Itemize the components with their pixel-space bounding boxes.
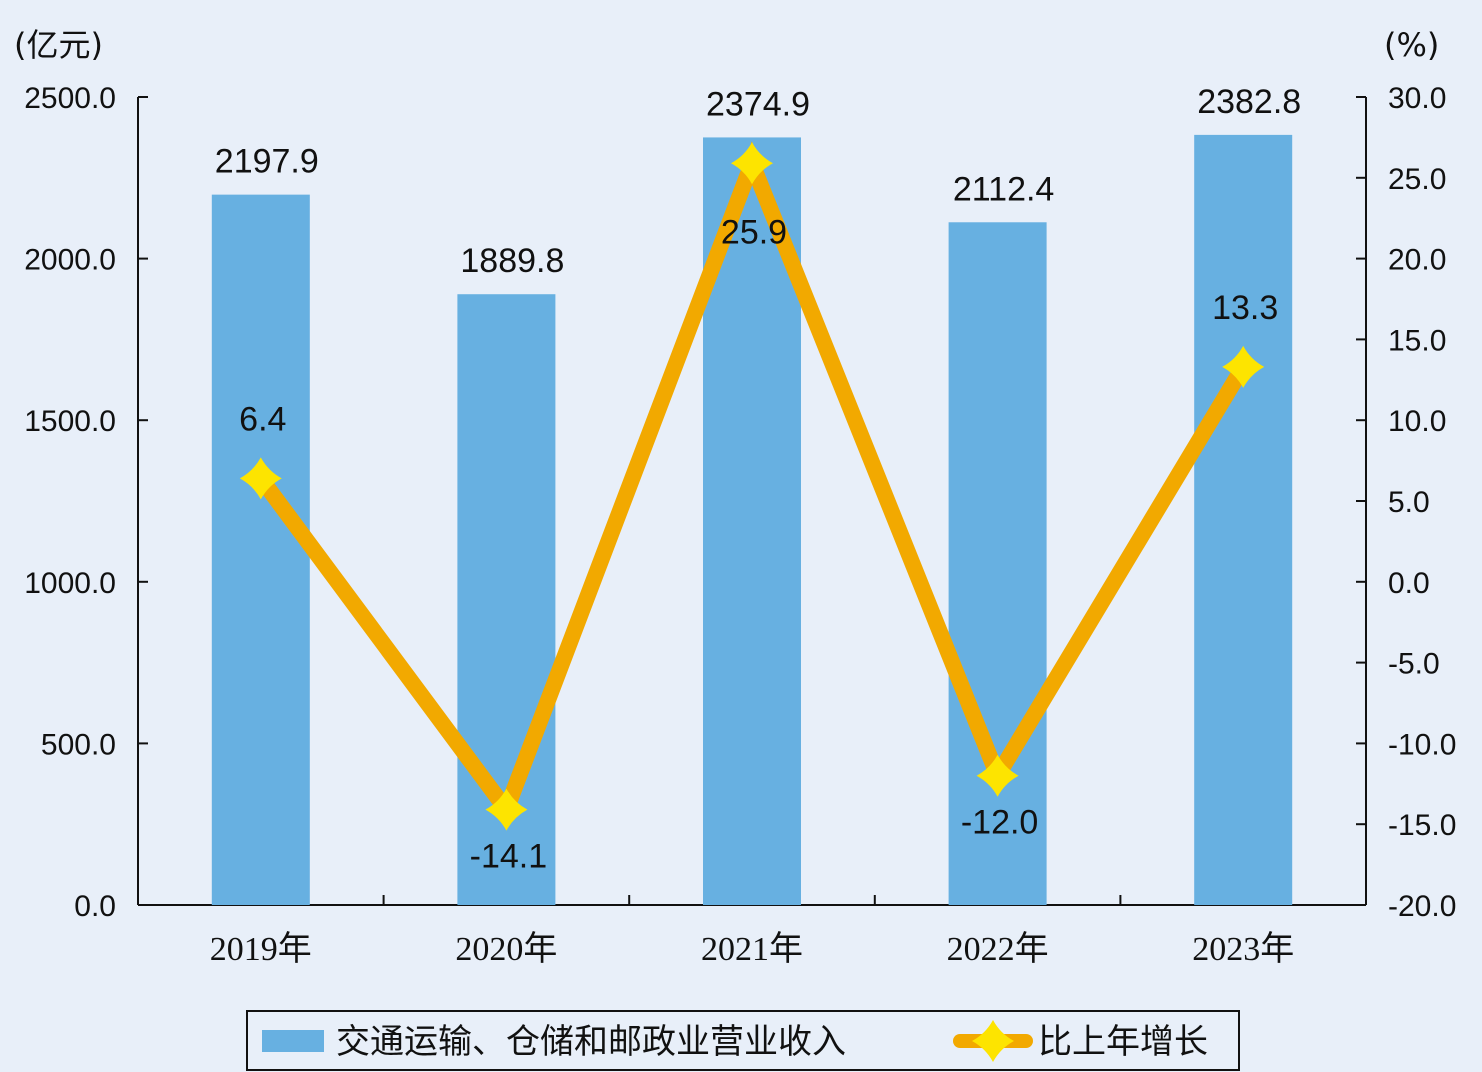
line-marker <box>485 788 528 831</box>
line-value-label: -14.1 <box>470 838 548 876</box>
right-tick-label: 20.0 <box>1388 244 1446 277</box>
legend: 交通运输、仓储和邮政业营业收入 比上年增长 <box>246 1010 1240 1071</box>
legend-swatch-bar <box>262 1030 324 1052</box>
x-tick-label: 2020年 <box>455 930 557 968</box>
bar <box>211 194 310 905</box>
line-value-label: 13.3 <box>1212 289 1278 327</box>
bar-value-label: 2197.9 <box>215 143 319 181</box>
data-labels: 2197.9 1889.8 2374.9 2112.4 2382.8 6.4 -14.1 25… <box>215 83 1301 876</box>
bar-value-label: 2374.9 <box>706 85 810 123</box>
x-tick-label: 2021年 <box>701 930 803 968</box>
right-tick-label: -5.0 <box>1388 648 1440 681</box>
legend-label-line: 比上年增长 <box>1038 1022 1208 1062</box>
line-value-label: 25.9 <box>721 213 787 251</box>
line-marker <box>976 754 1019 797</box>
legend-marker-icon <box>972 1020 1014 1062</box>
x-tick-label: 2023年 <box>1192 930 1294 968</box>
left-tick-label: 2000.0 <box>24 244 116 277</box>
left-tick-label: 0.0 <box>74 890 116 923</box>
right-tick-label: 15.0 <box>1388 324 1446 357</box>
left-tick-label: 500.0 <box>41 728 116 761</box>
left-tick-label: 1000.0 <box>24 567 116 600</box>
bar-value-label: 1889.8 <box>460 242 564 280</box>
right-axis-unit: (%) <box>1384 26 1439 64</box>
bar-value-label: 2112.4 <box>953 170 1054 208</box>
axes: 0.0 500.0 1000.0 1500.0 2000.0 2500.0 -20.0 -15… <box>24 82 1456 968</box>
line-value-label: 6.4 <box>239 400 286 438</box>
line-marker <box>1222 345 1265 388</box>
left-tick-label: 2500.0 <box>24 82 116 115</box>
line-marker <box>239 457 282 500</box>
right-tick-label: 5.0 <box>1388 486 1430 519</box>
left-tick-label: 1500.0 <box>24 405 116 438</box>
legend-label-bar: 交通运输、仓储和邮政业营业收入 <box>336 1022 846 1062</box>
legend-box <box>246 1010 1240 1071</box>
x-tick-label: 2022年 <box>947 930 1049 968</box>
right-tick-label: 25.0 <box>1388 163 1446 196</box>
bar <box>1194 134 1293 906</box>
right-tick-label: -10.0 <box>1388 728 1456 761</box>
right-tick-label: 30.0 <box>1388 82 1446 115</box>
right-tick-label: -15.0 <box>1388 809 1456 842</box>
line-value-label: -12.0 <box>961 804 1039 842</box>
right-tick-label: 10.0 <box>1388 405 1446 438</box>
right-tick-label: 0.0 <box>1388 567 1430 600</box>
growth-line <box>239 141 1265 831</box>
x-tick-label: 2019年 <box>210 930 312 968</box>
line-marker <box>731 142 773 185</box>
left-axis-unit: (亿元) <box>14 26 103 64</box>
right-tick-label: -20.0 <box>1388 890 1456 923</box>
bar-value-label: 2382.8 <box>1197 83 1301 121</box>
bar <box>948 222 1047 905</box>
